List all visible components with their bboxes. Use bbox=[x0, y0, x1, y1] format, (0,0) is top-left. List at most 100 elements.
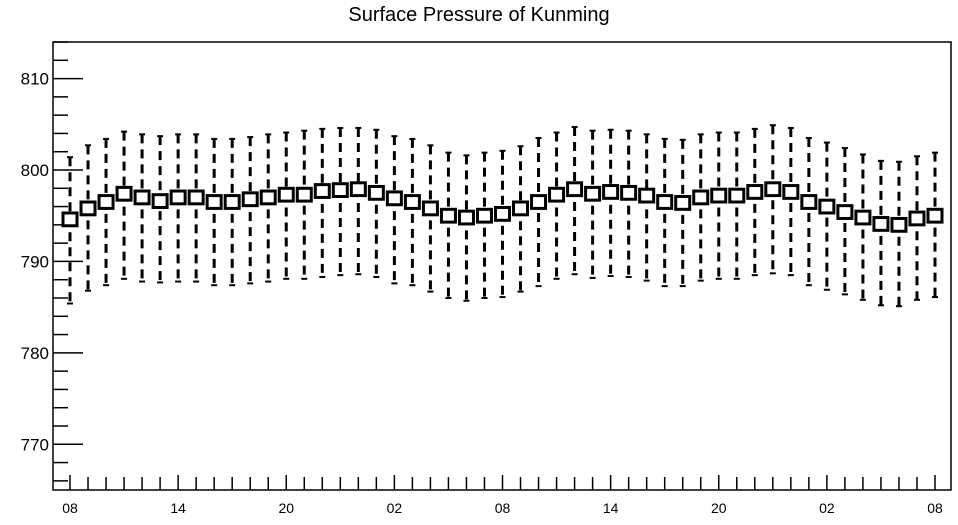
x-tick-label: 20 bbox=[711, 500, 727, 516]
candle-box bbox=[656, 194, 674, 210]
candle-box bbox=[674, 195, 692, 211]
candle-box bbox=[169, 189, 187, 206]
chart-title: Surface Pressure of Kunming bbox=[348, 4, 610, 26]
candle-box bbox=[367, 184, 385, 201]
candle-box bbox=[548, 186, 566, 203]
candle-box bbox=[385, 190, 403, 207]
candle-box bbox=[836, 204, 854, 220]
candle bbox=[764, 124, 782, 275]
candle bbox=[385, 135, 403, 285]
candle-box bbox=[97, 194, 115, 210]
candle bbox=[494, 149, 511, 299]
candle-box bbox=[872, 216, 890, 232]
candle bbox=[800, 137, 818, 287]
candle-box bbox=[620, 184, 638, 201]
candle bbox=[61, 156, 79, 305]
candle bbox=[457, 154, 475, 302]
x-tick-label: 14 bbox=[603, 500, 619, 516]
x-tick-label: 14 bbox=[170, 500, 186, 516]
candle bbox=[259, 133, 277, 283]
candle bbox=[512, 145, 530, 293]
candle bbox=[223, 137, 241, 287]
candle-box bbox=[421, 200, 439, 217]
candle-box bbox=[79, 200, 97, 217]
candle-box bbox=[890, 216, 908, 233]
candle-box bbox=[313, 183, 331, 199]
y-tick-label: 790 bbox=[21, 252, 49, 271]
candle bbox=[566, 126, 584, 276]
candle-box bbox=[854, 209, 872, 226]
candle bbox=[187, 133, 205, 283]
candle bbox=[656, 137, 674, 288]
candle-box bbox=[115, 185, 133, 202]
candle-box bbox=[512, 200, 530, 217]
candle bbox=[908, 155, 926, 301]
candle-box bbox=[61, 211, 79, 228]
candle bbox=[548, 131, 566, 280]
x-tick-label: 08 bbox=[927, 500, 943, 516]
candle bbox=[620, 129, 638, 278]
y-tick-label: 780 bbox=[21, 344, 49, 363]
candle-box bbox=[692, 189, 710, 206]
candle-box bbox=[277, 186, 295, 203]
candle bbox=[584, 129, 602, 279]
candle bbox=[295, 129, 313, 280]
candlestick-marks bbox=[61, 124, 944, 308]
candle bbox=[133, 133, 151, 283]
candle bbox=[728, 131, 746, 280]
x-tick-label: 02 bbox=[387, 500, 403, 516]
candle-box bbox=[638, 187, 656, 204]
x-tick-label: 02 bbox=[819, 500, 835, 516]
candle-box bbox=[602, 184, 620, 200]
candle bbox=[890, 160, 908, 308]
plot-frame bbox=[52, 41, 952, 491]
candle bbox=[782, 126, 800, 277]
candle bbox=[313, 127, 331, 278]
x-tick-label: 08 bbox=[62, 500, 78, 516]
candle-box bbox=[187, 189, 205, 206]
y-tick-label: 810 bbox=[21, 70, 49, 89]
candle bbox=[710, 131, 728, 280]
x-tick-label: 08 bbox=[495, 500, 511, 516]
candle-box bbox=[457, 209, 475, 226]
candle bbox=[530, 137, 548, 288]
candle bbox=[367, 128, 385, 278]
candle-box bbox=[151, 193, 169, 209]
candle bbox=[421, 144, 439, 293]
candle-box bbox=[584, 185, 602, 202]
candle-box bbox=[259, 189, 277, 206]
candle bbox=[169, 133, 187, 283]
candle bbox=[349, 126, 367, 276]
candle bbox=[872, 159, 890, 307]
x-axis: 08 14 20 02 08 14 20 02 08 bbox=[62, 475, 943, 516]
candle bbox=[151, 135, 169, 284]
candle bbox=[674, 138, 692, 288]
candle bbox=[79, 144, 97, 292]
x-tick-label: 20 bbox=[278, 500, 294, 516]
candle bbox=[638, 133, 656, 282]
candle-box bbox=[349, 181, 367, 198]
candle-box bbox=[818, 198, 836, 215]
candle bbox=[475, 151, 493, 299]
candle-box bbox=[331, 182, 349, 199]
candle-box bbox=[908, 210, 926, 227]
candle bbox=[97, 137, 115, 287]
candle bbox=[926, 151, 944, 299]
candle-box bbox=[295, 186, 313, 203]
candle-box bbox=[241, 191, 259, 208]
candle-box bbox=[475, 207, 493, 224]
y-tick-label: 770 bbox=[21, 435, 49, 454]
candle bbox=[836, 147, 854, 296]
candle bbox=[746, 127, 764, 277]
candle-box bbox=[403, 194, 421, 210]
candle bbox=[818, 141, 836, 291]
candle bbox=[602, 128, 620, 278]
candle-box bbox=[728, 187, 746, 204]
candle bbox=[439, 151, 457, 299]
y-axis: 770 780 790 800 810 bbox=[21, 41, 83, 482]
candle-box bbox=[566, 181, 584, 198]
candle-box bbox=[223, 194, 241, 210]
candle bbox=[692, 133, 710, 282]
